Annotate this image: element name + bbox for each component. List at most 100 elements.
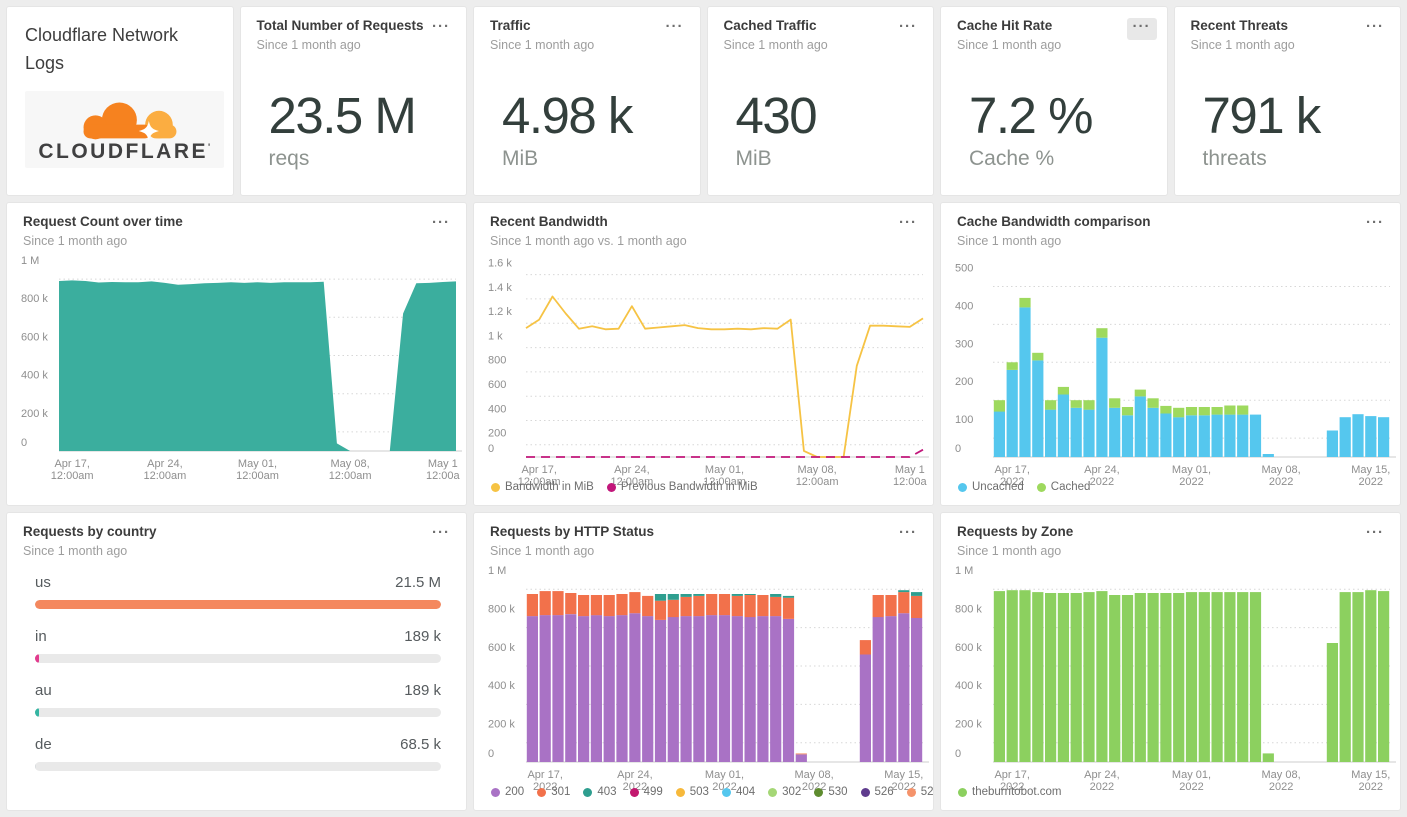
svg-text:600 k: 600 k [488,642,515,654]
legend-item[interactable]: 301 [537,786,570,798]
panel-requests-by-zone: Requests by Zone Since 1 month ago ··· 1… [940,512,1401,811]
stat-unit: MiB [735,147,772,170]
svg-text:Apr 17,: Apr 17, [54,458,89,470]
legend-item[interactable]: Uncached [958,481,1024,493]
panel-menu-button[interactable]: ··· [1360,18,1390,40]
panel-cache-bandwidth: Cache Bandwidth comparison Since 1 month… [940,202,1401,506]
panel-requests-by-http-status: Requests by HTTP Status Since 1 month ag… [473,512,934,811]
legend-label: 404 [735,786,756,798]
panel-subtitle: Since 1 month ago [490,37,595,52]
gauge-row: de 68.5 k [35,736,441,771]
legend-item[interactable]: 503 [675,786,709,798]
legend-item[interactable]: 526 [860,786,894,798]
legend-label: Previous Bandwidth in MiB [620,481,758,493]
legend-dot-icon [860,787,870,797]
legend-label: 524 [920,786,934,798]
legend-item[interactable]: 403 [583,786,617,798]
panel-subtitle: Since 1 month ago vs. 1 month ago [490,233,687,248]
panel-title: Traffic [490,18,531,33]
legend-item[interactable]: 530 [814,786,848,798]
request-count-chart[interactable]: 1 M 800 k 600 k 400 k 200 k 0 Apr 17, 12:00am Ap… [7,250,464,485]
panel-menu-button[interactable]: ··· [426,524,456,546]
svg-text:200 k: 200 k [21,408,48,420]
svg-text:May 08,: May 08, [1262,769,1301,781]
svg-text:0: 0 [488,443,494,455]
panel-title: Requests by country [23,524,157,539]
stat-body: 23.5 M reqs [241,90,467,195]
gauge-track [35,761,441,771]
gauge-track [35,653,441,663]
panel-menu-button[interactable]: ··· [1360,214,1390,236]
svg-text:12:00am: 12:00am [236,470,279,482]
panel-menu-button[interactable]: ··· [893,214,923,236]
gauge-row: in 189 k [35,628,441,663]
panel-menu-button[interactable]: ··· [426,214,456,236]
panel-header: Requests by HTTP Status Since 1 month ag… [474,513,933,558]
svg-text:May 15,: May 15, [884,769,923,781]
cache-bandwidth-chart[interactable]: 500 400 300 200 100 0 Apr 17, 2022 Apr 24, 2022 Ma… [941,250,1398,488]
gauge-track [35,707,441,717]
gauge-label: au [35,681,52,699]
legend-item[interactable]: 524 [906,786,934,798]
svg-text:1.6 k: 1.6 k [488,257,512,269]
svg-text:400: 400 [488,403,506,415]
panel-menu-button[interactable]: ··· [893,18,923,40]
legend-item[interactable]: 302 [768,786,801,798]
legend-dot-icon [814,787,824,797]
legend-item[interactable]: 404 [721,786,756,798]
legend-item[interactable]: 499 [629,786,663,798]
panel-title: Cached Traffic [723,18,817,33]
http-status-chart[interactable]: 1 M 800 k 600 k 400 k 200 k 0 Apr 17, 2022 Apr 2… [474,560,931,793]
svg-text:Apr 24,: Apr 24, [617,769,652,781]
svg-text:May 01,: May 01, [705,769,744,781]
svg-text:2022: 2022 [623,781,647,793]
svg-text:12:00am: 12:00am [329,470,372,482]
legend-dot-icon [537,787,547,797]
svg-text:800: 800 [488,355,506,367]
country-bar-gauge[interactable]: us 21.5 M in 189 k au 189 k de 68.5 k [7,558,466,790]
legend-item[interactable]: 200 [491,786,524,798]
svg-text:May 08,: May 08, [1262,464,1301,476]
svg-text:2022: 2022 [1179,476,1203,488]
chart-legend: Uncached Cached [941,479,1400,505]
stat-body: 791 k threats [1175,90,1401,195]
cloudflare-cloud-icon [83,102,177,141]
panel-subtitle: Since 1 month ago [957,233,1062,248]
legend-label: 200 [505,786,525,798]
svg-text:1.4 k: 1.4 k [488,282,512,294]
legend-item[interactable]: Cached [1036,481,1091,493]
legend-item[interactable]: Previous Bandwidth in MiB [606,481,758,493]
stat-unit: MiB [502,147,539,170]
panel-menu-button[interactable]: ··· [893,524,923,546]
gauge-fill [35,707,39,717]
svg-text:200: 200 [955,376,973,388]
legend-dot-icon [491,482,500,492]
legend-label: Cached [1050,481,1091,493]
panel-menu-button[interactable]: ··· [1126,18,1157,40]
svg-text:2022: 2022 [1359,781,1383,793]
cloudflare-wordmark: CLOUDFLARE' [38,139,211,163]
panel-menu-button[interactable]: ··· [1360,524,1390,546]
legend-dot-icon [958,787,967,797]
gauge-row: au 189 k [35,682,441,717]
legend-label: theburritobot.com [972,786,1062,798]
legend-item[interactable]: Bandwidth in MiB [491,481,594,493]
zone-chart[interactable]: 1 M 800 k 600 k 400 k 200 k 0 Apr 17, 2022 Apr 2… [941,560,1398,793]
legend-dot-icon [1036,482,1046,492]
svg-text:200 k: 200 k [955,718,982,730]
legend-dot-icon [768,787,778,797]
panel-menu-button[interactable]: ··· [426,18,456,40]
legend-dot-icon [629,787,639,797]
svg-text:800 k: 800 k [21,293,48,305]
panel-title: Cache Hit Rate [957,18,1053,33]
svg-text:2022: 2022 [1000,476,1024,488]
gauge-label: in [35,627,47,645]
panel-header: Total Number of Requests Since 1 month a… [241,7,467,52]
panel-requests-by-country: Requests by country Since 1 month ago ··… [6,512,467,811]
panel-menu-button[interactable]: ··· [660,18,690,40]
panel-branding: Cloudflare Network Logs CLOUDFLARE' [6,6,234,196]
legend-dot-icon [675,787,685,797]
legend-item[interactable]: theburritobot.com [958,786,1062,798]
stat-value: 430 [735,87,818,144]
